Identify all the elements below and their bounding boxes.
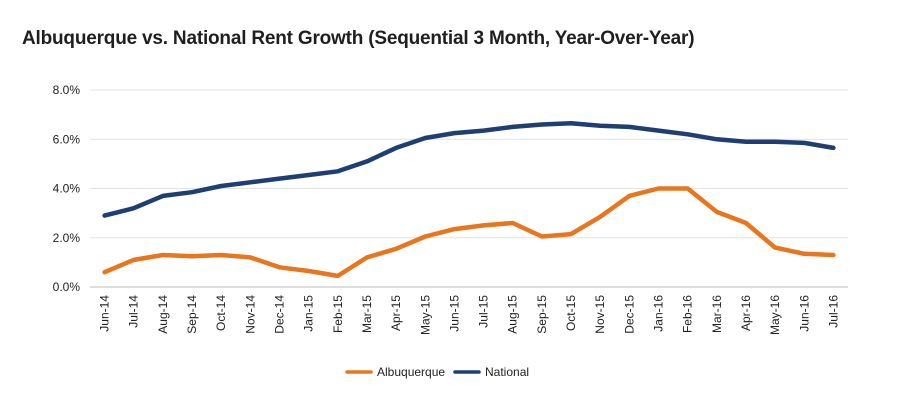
y-tick-label: 2.0%	[53, 231, 81, 245]
x-tick-label: Oct-15	[564, 295, 578, 331]
x-tick-label: Feb-16	[681, 295, 695, 333]
x-tick-label: Jan-15	[302, 295, 316, 332]
x-tick-label: Dec-14	[273, 295, 287, 334]
x-tick-label: Feb-15	[331, 295, 345, 333]
x-tick-label: Aug-15	[506, 295, 520, 334]
x-tick-label: Sep-14	[185, 295, 199, 334]
y-tick-label: 4.0%	[53, 182, 81, 196]
series-lines	[102, 120, 836, 279]
x-tick-label: Apr-16	[739, 295, 753, 331]
x-tick-label: Aug-14	[156, 295, 170, 334]
x-tick-label: Dec-15	[622, 295, 636, 334]
x-tick-label: Jun-16	[797, 295, 811, 332]
legend-label: Albuquerque	[377, 365, 445, 379]
x-tick-label: Apr-15	[389, 295, 403, 331]
x-axis-tick-labels: Jun-14 Jul-14 Aug-14 Sep-14 Oct-14 Nov-14 Dec-…	[98, 295, 841, 335]
y-tick-label: 6.0%	[53, 132, 81, 146]
x-tick-label: Jun-15	[447, 295, 461, 332]
x-tick-label: Jul-15	[477, 295, 491, 328]
x-tick-label: May-16	[768, 295, 782, 335]
chart-title: Albuquerque vs. National Rent Growth (Se…	[22, 28, 695, 49]
x-tick-label: Sep-15	[535, 295, 549, 334]
x-tick-label: Jul-16	[826, 295, 840, 328]
x-tick-label: Mar-16	[710, 295, 724, 333]
y-tick-label: 0.0%	[53, 280, 81, 294]
legend: Albuquerque National	[345, 365, 529, 379]
x-tick-label: Nov-15	[593, 295, 607, 334]
y-tick-label: 8.0%	[53, 83, 81, 97]
x-tick-label: May-15	[418, 295, 432, 335]
x-tick-label: Mar-15	[360, 295, 374, 333]
x-tick-label: Jun-14	[98, 295, 112, 332]
x-tick-label: Oct-14	[214, 295, 228, 331]
series-line-albuquerque	[102, 186, 836, 279]
y-axis-tick-labels: 0.0% 2.0% 4.0% 6.0% 8.0%	[53, 83, 81, 294]
x-tick-label: Jan-16	[652, 295, 666, 332]
x-tick-label: Nov-14	[243, 295, 257, 334]
x-tick-label: Jul-14	[127, 295, 141, 328]
legend-label: National	[485, 365, 529, 379]
series-line-national	[102, 120, 836, 218]
